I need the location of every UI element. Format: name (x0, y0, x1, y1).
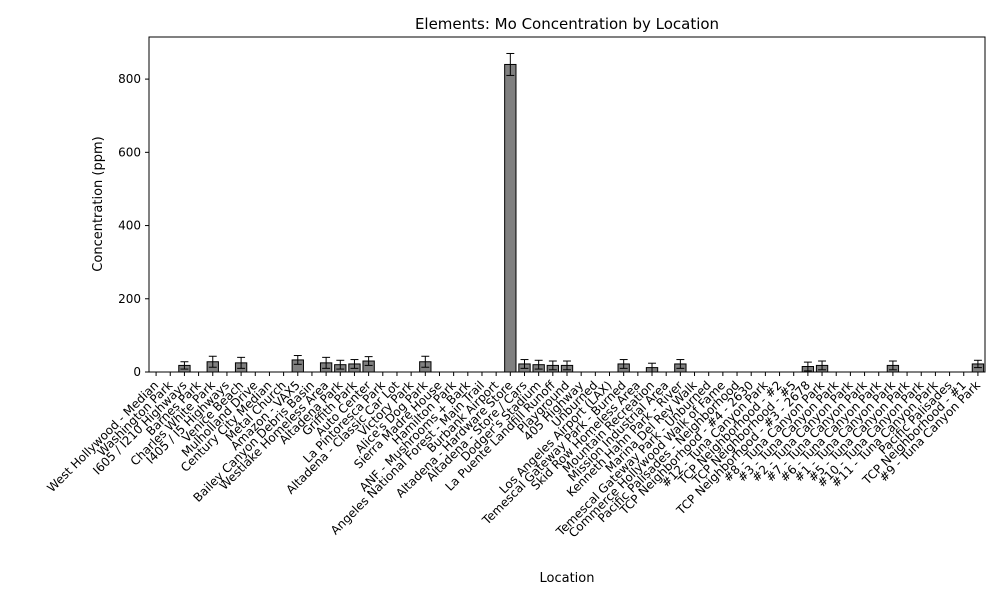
error-bar (619, 359, 628, 369)
error-bar (548, 360, 557, 371)
y-tick-label: 600 (118, 145, 141, 159)
error-bar (506, 52, 515, 76)
error-bar (973, 359, 982, 369)
y-tick-label: 800 (118, 72, 141, 86)
y-tick-label: 0 (133, 365, 141, 379)
bar (504, 63, 517, 373)
error-bar (350, 359, 359, 369)
error-bar (322, 356, 331, 369)
error-bar (676, 359, 685, 369)
y-tick-label: 400 (118, 219, 141, 233)
error-bar (520, 359, 529, 369)
y-axis-label: Concentration (ppm) (91, 136, 106, 271)
error-bar (293, 355, 302, 365)
error-bar (534, 359, 543, 370)
error-bar (563, 360, 571, 371)
y-axis: 0 200 400 600 800 (118, 72, 149, 379)
x-axis-label: Location (540, 571, 595, 586)
error-bar (208, 355, 217, 368)
error-bar (888, 360, 897, 371)
error-bar (818, 360, 827, 371)
error-bar (336, 359, 345, 370)
error-bar (421, 355, 430, 368)
chart-title: Elements: Mo Concentration by Location (415, 15, 719, 33)
errorbars-group (180, 52, 982, 373)
error-bar (237, 356, 246, 369)
y-tick-label: 200 (118, 292, 141, 306)
error-bar (180, 361, 189, 370)
error-bar (803, 361, 812, 372)
error-bar (364, 356, 373, 366)
